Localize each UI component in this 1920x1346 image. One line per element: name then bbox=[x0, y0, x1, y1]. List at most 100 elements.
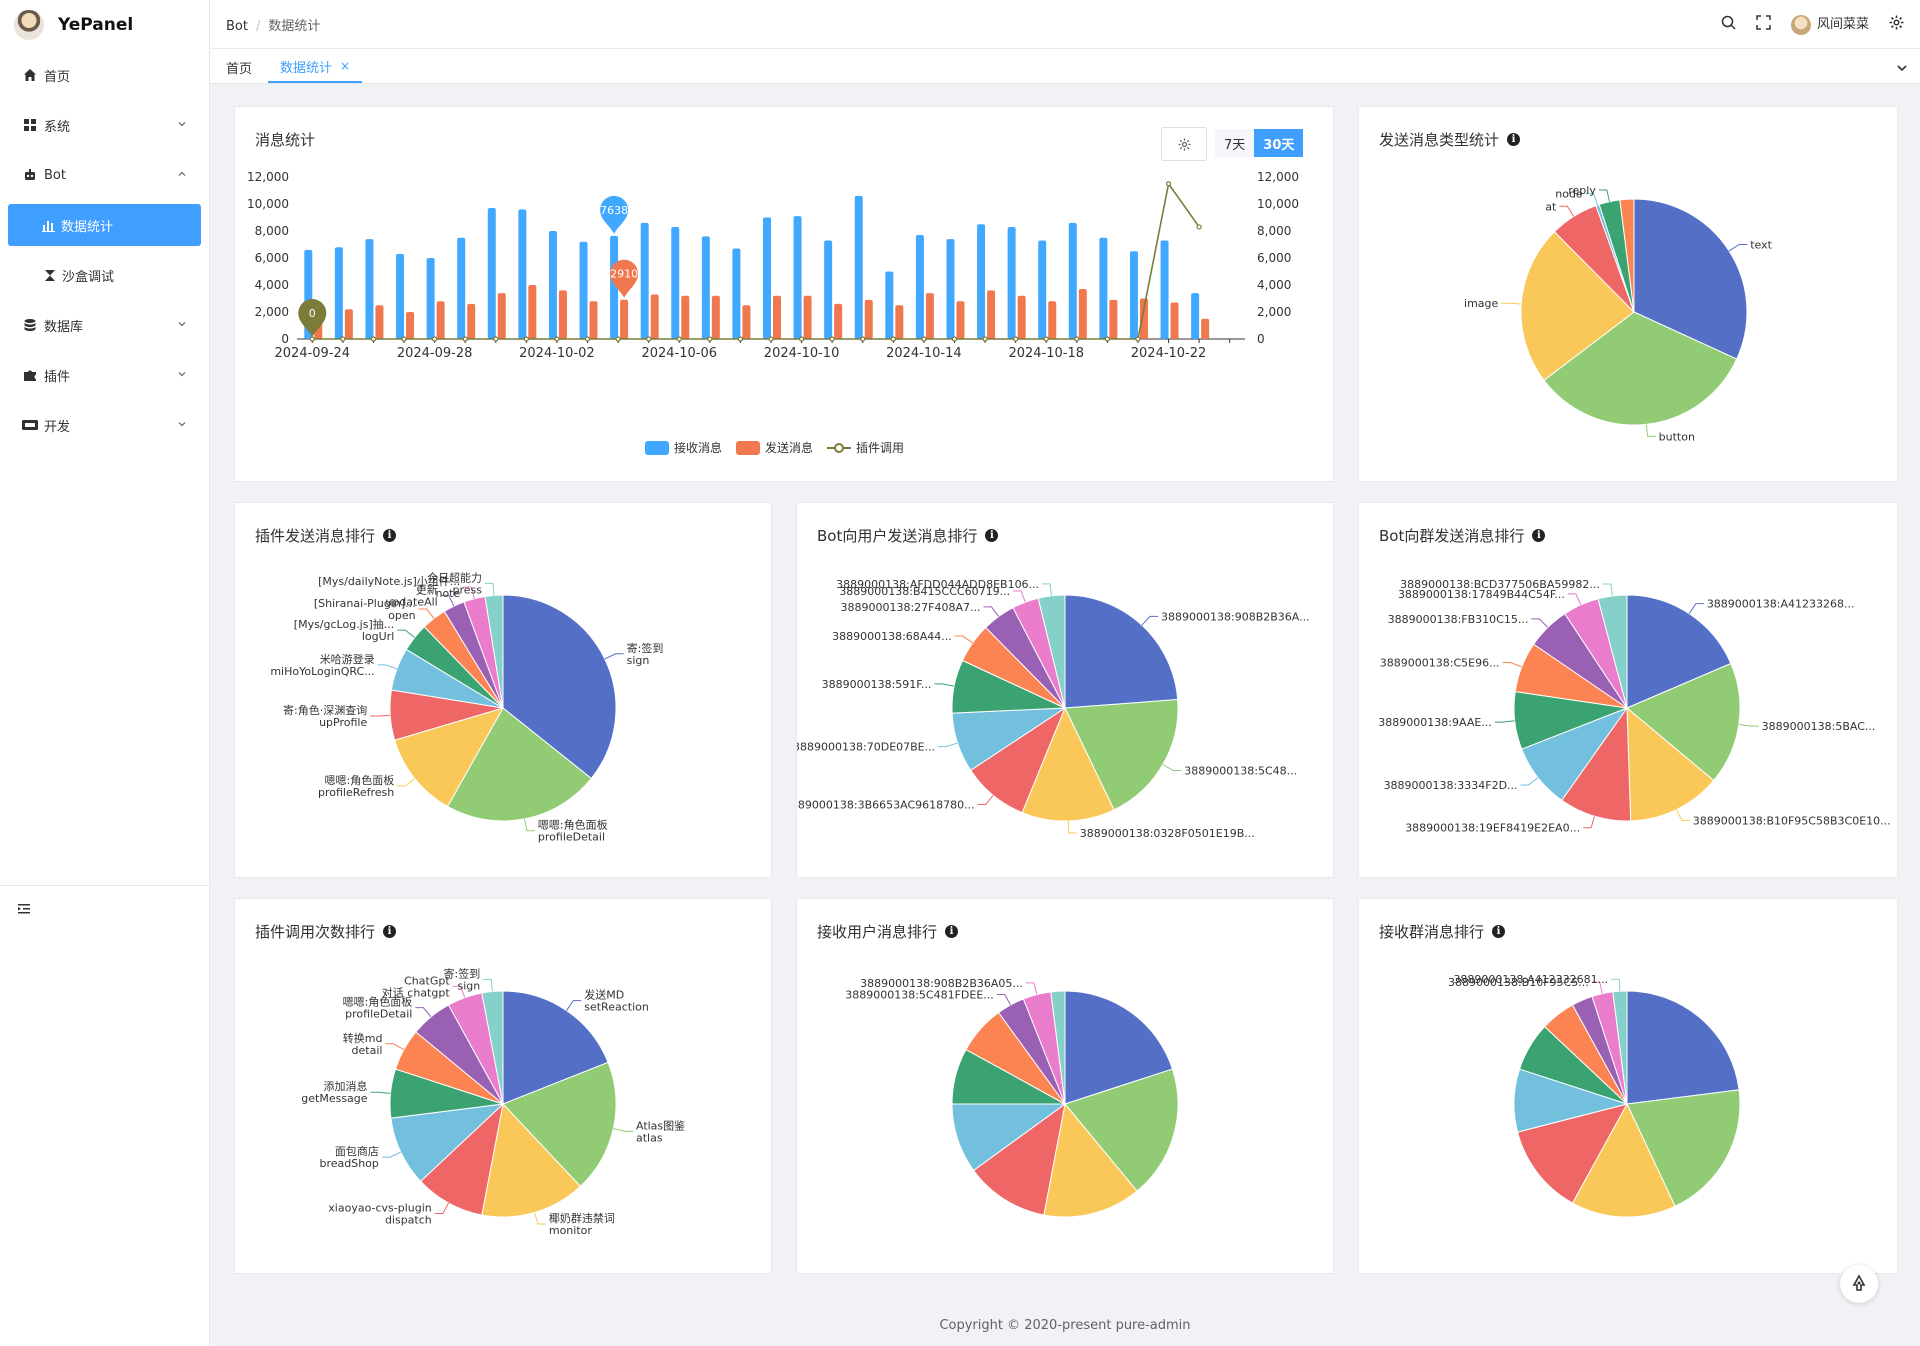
bar-received bbox=[365, 239, 374, 339]
home-icon bbox=[22, 67, 38, 83]
y-tick-label-right: 0 bbox=[1257, 332, 1265, 346]
bar-sent bbox=[467, 303, 476, 339]
sidebar-item-plugins[interactable]: 插件 bbox=[0, 350, 209, 400]
bar-sent bbox=[681, 295, 690, 339]
pie-label: 面包商店 breadShop bbox=[319, 1144, 378, 1170]
back-to-top-button[interactable] bbox=[1840, 1265, 1878, 1303]
sidebar-item-label: 首页 bbox=[44, 69, 71, 85]
line-point bbox=[1043, 336, 1049, 342]
pie-label-line-text: 发送MD bbox=[584, 988, 624, 1002]
x-tick-label: 2024-10-10 bbox=[764, 346, 840, 361]
legend-item-plugin-calls[interactable]: 插件调用 bbox=[827, 439, 904, 456]
chart-settings-button[interactable] bbox=[1161, 127, 1207, 161]
pie-label-line bbox=[1585, 193, 1599, 206]
pie-label-line bbox=[1520, 777, 1539, 786]
pie-label: 寄:签到 sign bbox=[444, 967, 481, 993]
info-icon[interactable]: i bbox=[985, 529, 999, 542]
marker-pin bbox=[610, 259, 639, 298]
bar-sent bbox=[895, 305, 904, 339]
pie-slice bbox=[1064, 990, 1174, 1105]
legend-item-received[interactable]: 接收消息 bbox=[645, 439, 722, 456]
bar-received bbox=[946, 239, 955, 339]
pie-label-line-text: 3889000138:68A44... bbox=[832, 630, 952, 643]
pie-slice bbox=[446, 707, 593, 822]
pie-label-line-text: node bbox=[1555, 188, 1583, 201]
range-7-days-button[interactable]: 7天 bbox=[1215, 129, 1255, 157]
search-icon[interactable] bbox=[1721, 15, 1736, 34]
pie-label-line-text: 对话 chatgpt bbox=[382, 985, 451, 999]
line-point bbox=[798, 336, 805, 342]
collapse-menu-icon[interactable] bbox=[18, 900, 32, 919]
y-tick-label-right: 10,000 bbox=[1257, 197, 1299, 211]
marker-received-max: 7638 bbox=[600, 195, 629, 234]
line-point bbox=[1135, 336, 1141, 342]
pie-label: 3889000138:5C48... bbox=[1184, 765, 1297, 778]
info-icon[interactable]: i bbox=[383, 925, 397, 938]
pie-label-line bbox=[954, 635, 973, 644]
sidebar-item-dev[interactable]: 开发 bbox=[0, 400, 209, 450]
pie-slice bbox=[1571, 1102, 1676, 1218]
sidebar-item-data-stats[interactable]: 数据统计 bbox=[8, 204, 201, 246]
pie-label-line-text: 嗯嗯:角色面板 bbox=[538, 818, 608, 832]
pie-label-line bbox=[418, 608, 435, 619]
sidebar-item-home[interactable]: 首页 bbox=[0, 50, 209, 100]
pie-label-line-text: 3889000138:17849B44C54F... bbox=[1398, 588, 1565, 601]
info-icon[interactable]: i bbox=[1532, 529, 1546, 542]
pie-label: 3889000138:3334F2D... bbox=[1384, 779, 1518, 792]
legend-item-sent[interactable]: 发送消息 bbox=[736, 439, 813, 456]
card-title: 接收群消息排行 i bbox=[1379, 921, 1506, 942]
line-point bbox=[523, 336, 529, 342]
bar-received bbox=[334, 247, 343, 339]
tab-home[interactable]: 首页 bbox=[214, 51, 264, 83]
pie-slice bbox=[1043, 1102, 1138, 1218]
settings-gear-icon[interactable] bbox=[1889, 15, 1904, 34]
app-logo[interactable]: YePanel bbox=[0, 0, 209, 50]
fullscreen-icon[interactable] bbox=[1756, 14, 1771, 34]
line-point bbox=[951, 336, 958, 342]
bar-sent bbox=[987, 290, 996, 339]
pie-label-line-text: 3889000138:908B2B36A... bbox=[1161, 610, 1310, 623]
pie-label-line-text: sign bbox=[627, 654, 650, 667]
sidebar-item-sandbox[interactable]: 沙盒调试 bbox=[0, 250, 209, 300]
marker-pin bbox=[298, 299, 327, 337]
pie-label-line bbox=[977, 794, 994, 806]
card-title-text: 发送消息类型统计 bbox=[1379, 131, 1500, 149]
header-actions: 风间菜菜 bbox=[1721, 13, 1904, 35]
pie-label-line-text: 3889000138:3334F2D... bbox=[1384, 779, 1518, 792]
y-tick-label-right: 6,000 bbox=[1257, 251, 1291, 265]
logo-image bbox=[14, 10, 44, 40]
sidebar-item-bot[interactable]: Bot bbox=[0, 150, 209, 200]
tabs-dropdown-icon[interactable] bbox=[1896, 59, 1908, 78]
bar-received bbox=[1038, 240, 1047, 339]
pie-slice bbox=[419, 1102, 504, 1216]
sidebar-item-database[interactable]: 数据库 bbox=[0, 300, 209, 350]
info-icon[interactable]: i bbox=[1492, 925, 1506, 938]
pie-label-line bbox=[370, 1091, 391, 1094]
user-menu[interactable]: 风间菜菜 bbox=[1790, 13, 1869, 35]
info-icon[interactable]: i bbox=[1507, 133, 1521, 146]
pie-label-line bbox=[377, 664, 398, 670]
info-icon[interactable]: i bbox=[383, 529, 397, 542]
bar-received bbox=[915, 235, 924, 339]
tab-data-stats[interactable]: 数据统计 × bbox=[268, 51, 363, 83]
sidebar-item-system[interactable]: 系统 bbox=[0, 100, 209, 150]
range-30-days-button[interactable]: 30天 bbox=[1254, 129, 1304, 157]
close-tab-icon[interactable]: × bbox=[340, 59, 351, 73]
pie-label-line-text: Atlas图鉴 bbox=[636, 1119, 685, 1132]
line-point bbox=[707, 336, 713, 342]
pie-label: 转换md detail bbox=[343, 1031, 383, 1057]
pie-slice bbox=[951, 1103, 1067, 1172]
bar-received bbox=[426, 258, 435, 339]
x-tick-label: 2024-10-18 bbox=[1008, 346, 1084, 361]
breadcrumb-item[interactable]: Bot bbox=[226, 18, 248, 34]
bar-sent bbox=[742, 305, 751, 339]
bar-sent bbox=[803, 295, 812, 339]
sidebar: YePanel 首页 系统 Bot 数据统计 沙盒调试 数据库 插件 开发 bbox=[0, 0, 210, 1346]
marker-label: 0 bbox=[309, 307, 316, 320]
pie-label-line-text: 3889000138:FB310C15... bbox=[1388, 613, 1529, 626]
info-icon[interactable]: i bbox=[945, 925, 959, 938]
pie-label-line bbox=[1559, 205, 1575, 217]
bar-sent bbox=[650, 294, 659, 339]
marker-label: 2910 bbox=[610, 268, 638, 281]
